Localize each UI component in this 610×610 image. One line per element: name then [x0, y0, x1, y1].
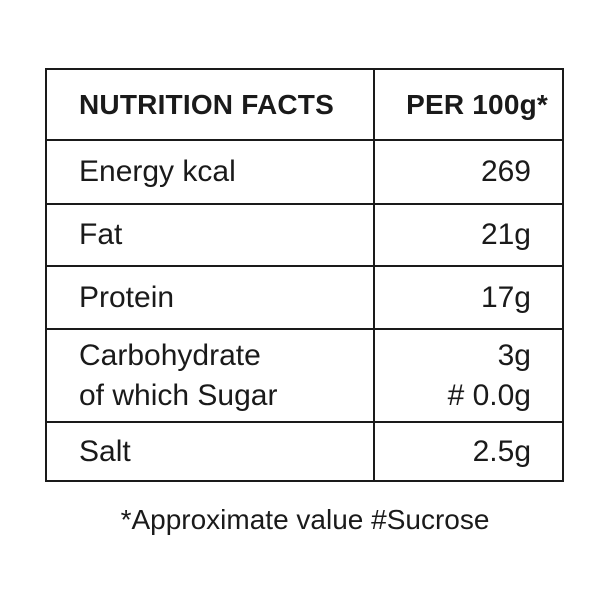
- footnote: *Approximate value #Sucrose: [120, 504, 490, 535]
- salt-label: Salt: [79, 434, 131, 468]
- row-value: 269: [481, 141, 531, 203]
- row-label: Energy kcal: [79, 141, 236, 203]
- header-value: PER 100g*: [406, 70, 548, 139]
- carbohydrate-value: 3g: [497, 338, 531, 372]
- table-row-energy: Energy kcal 269: [47, 139, 562, 203]
- protein-value: 17g: [480, 280, 531, 314]
- nutrition-facts-table: NUTRITION FACTS PER 100g* Energy kcal 26…: [45, 68, 564, 482]
- row-value: 17g: [481, 267, 531, 328]
- table-header-row: NUTRITION FACTS PER 100g*: [47, 70, 562, 139]
- fat-value: 21g: [480, 218, 531, 251]
- salt-value: 2.5g: [472, 434, 531, 468]
- energy-value: 269: [480, 155, 531, 188]
- row-label: Carbohydrate of which Sugar: [79, 330, 277, 421]
- column-divider: [373, 70, 375, 480]
- header-value-text: PER 100g*: [406, 88, 548, 120]
- table-row-fat: Fat 21g: [47, 203, 562, 265]
- row-value: 21g: [481, 205, 531, 265]
- row-label: Fat: [79, 205, 122, 265]
- sugar-label: of which Sugar: [79, 378, 278, 412]
- sugar-value: # 0.0g: [447, 378, 531, 412]
- row-value: 3g # 0.0g: [448, 330, 531, 421]
- row-label: Protein: [79, 267, 174, 328]
- header-label: NUTRITION FACTS: [79, 70, 334, 139]
- row-label: Salt: [79, 423, 131, 480]
- table-row-carbohydrate: Carbohydrate of which Sugar 3g # 0.0g: [47, 328, 562, 421]
- table-row-protein: Protein 17g: [47, 265, 562, 328]
- energy-label: Energy kcal: [79, 155, 236, 188]
- table-row-salt: Salt 2.5g: [47, 421, 562, 480]
- header-label-text: NUTRITION FACTS: [79, 88, 334, 120]
- carbohydrate-label: Carbohydrate: [79, 338, 261, 372]
- row-value: 2.5g: [473, 423, 531, 480]
- protein-label: Protein: [79, 280, 175, 314]
- fat-label: Fat: [79, 218, 123, 251]
